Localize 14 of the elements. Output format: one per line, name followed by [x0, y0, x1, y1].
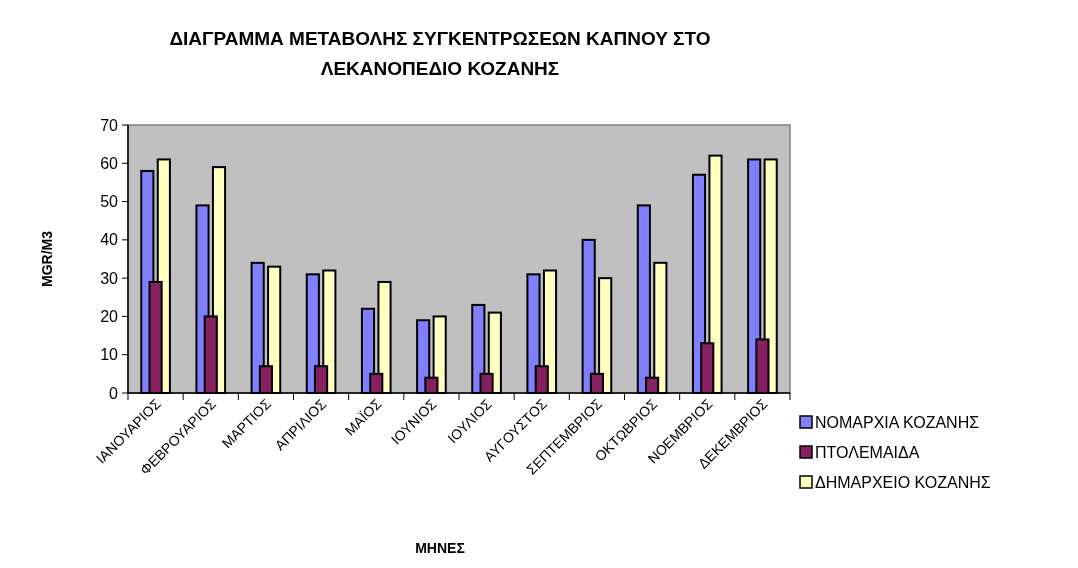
y-tick-label: 10	[100, 346, 119, 364]
y-tick-label: 0	[109, 384, 119, 402]
y-tick-label: 60	[100, 154, 119, 172]
x-axis-title: ΜΗΝΕΣ	[415, 540, 465, 556]
legend-label: ΝΟΜΑΡΧΙΑ ΚΟΖΑΝΗΣ	[815, 413, 980, 431]
y-axis-title: MGR/M3	[39, 230, 55, 287]
legend-label: ΠΤΟΛΕΜΑΙΔΑ	[815, 443, 920, 461]
chart-title: ΔΙΑΓΡΑΜΜΑ ΜΕΤΑΒΟΛΗΣ ΣΥΓΚΕΝΤΡΩΣΕΩΝ ΚΑΠΝΟΥ ΣΤΟ ΛΕΚΑΝΟΠΕΔΙΟ ΚΟΖΑΝΗΣ	[169, 28, 711, 79]
y-tick-label: 30	[100, 269, 119, 287]
y-tick-label: 70	[100, 116, 119, 134]
y-tick-label: 40	[100, 231, 119, 249]
y-tick-label: 50	[100, 193, 119, 211]
y-tick-label: 20	[100, 308, 119, 326]
legend-label: ΔΗΜΑΡΧΕΙΟ ΚΟΖΑΝΗΣ	[815, 473, 991, 491]
